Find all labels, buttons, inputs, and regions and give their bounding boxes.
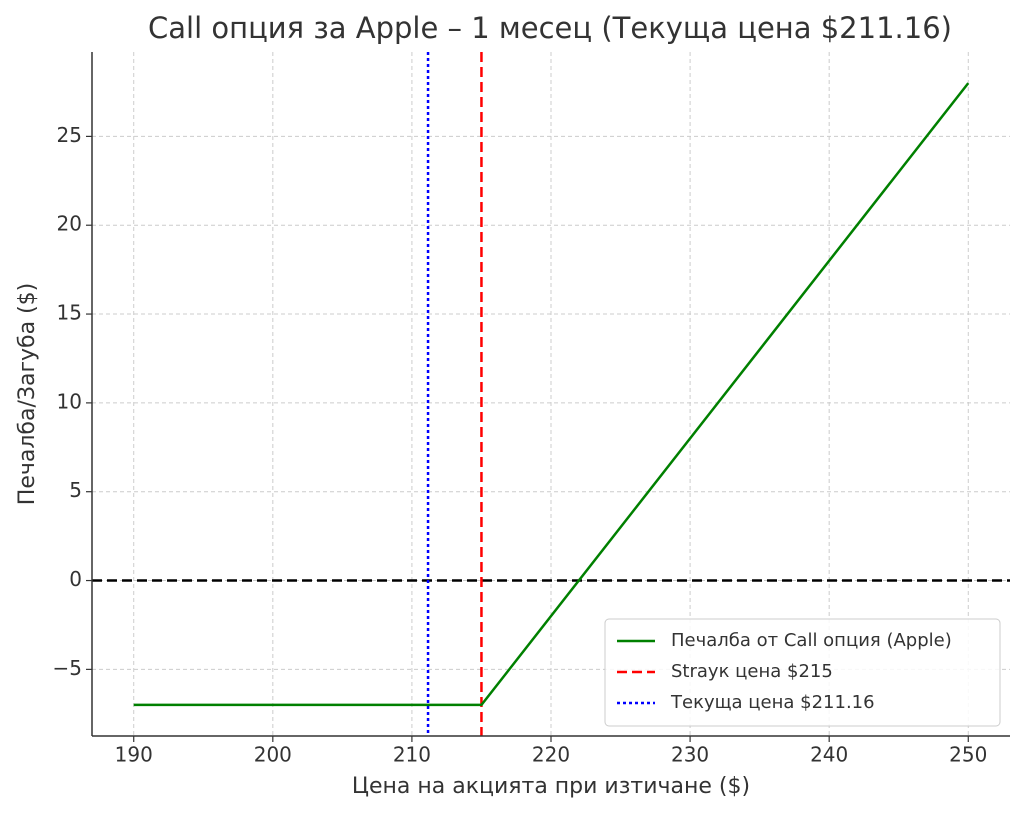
- y-tick-label: 20: [57, 212, 82, 236]
- x-tick-label: 240: [810, 743, 848, 767]
- line-series: [133, 82, 970, 707]
- x-axis-label: Цена на акцията при изтичане ($): [352, 774, 750, 799]
- y-tick-label: 25: [57, 123, 82, 147]
- x-tick-label: 230: [671, 743, 709, 767]
- y-tick-label: 0: [69, 567, 82, 591]
- y-tick-label: 15: [57, 301, 82, 325]
- x-tick-label: 220: [532, 743, 570, 767]
- y-tick-label: 5: [69, 478, 82, 502]
- legend-label: Печалба от Call опция (Apple): [671, 630, 952, 651]
- x-tick-label: 190: [115, 743, 153, 767]
- x-tick-label: 200: [254, 743, 292, 767]
- legend-label: Текуща цена $211.16: [670, 692, 875, 713]
- legend-label: Strayк цена $215: [671, 661, 833, 682]
- y-tick-label: 10: [57, 389, 82, 413]
- legend-box: [604, 618, 1001, 727]
- x-tick-label: 250: [949, 743, 987, 767]
- y-axis-label: Печалба/Загуба ($): [15, 283, 40, 505]
- y-tick-label: −5: [53, 656, 82, 680]
- chart-title: Call опция за Apple – 1 месец (Текуща це…: [148, 11, 952, 45]
- x-tick-label: 210: [393, 743, 431, 767]
